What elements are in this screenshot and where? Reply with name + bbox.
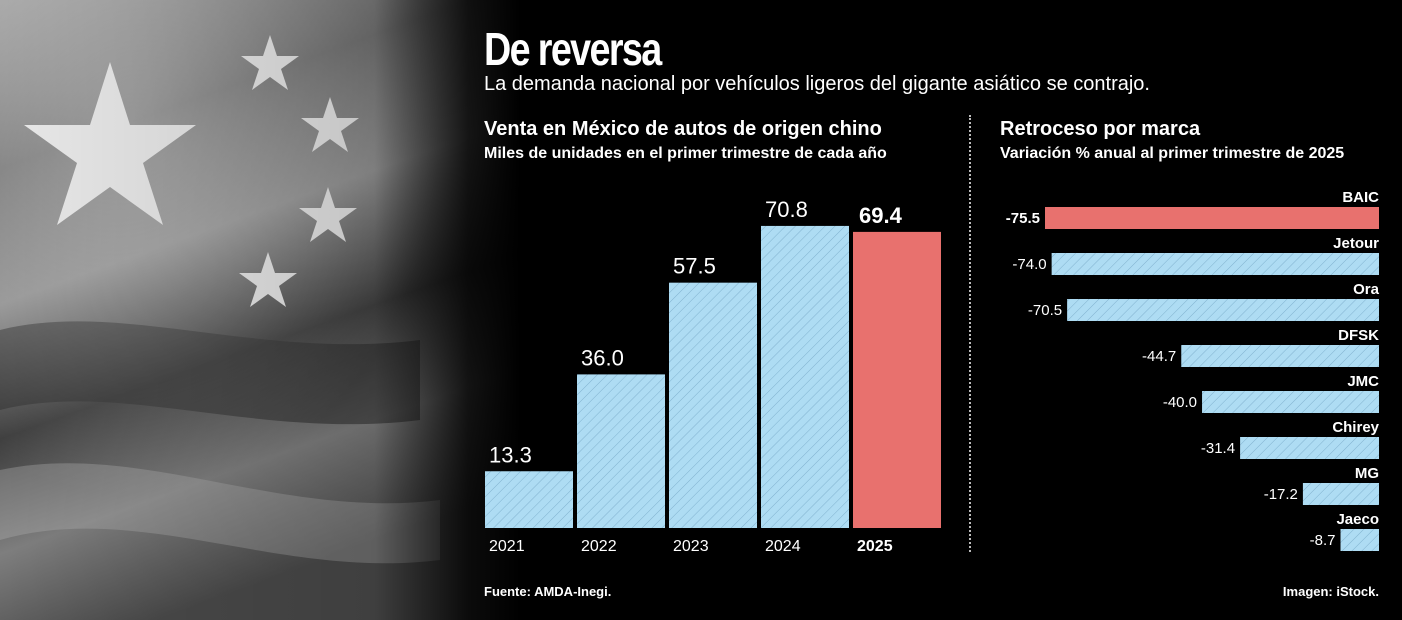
brand-label: Jaeco <box>1336 511 1379 528</box>
flag-background-image <box>0 0 520 620</box>
bar-value-label: 36.0 <box>581 345 624 370</box>
right-chart-title: Retroceso por marca <box>1000 118 1201 140</box>
bar-value-label: 70.8 <box>765 197 808 222</box>
brand-label: JMC <box>1347 373 1379 390</box>
bar-2025 <box>853 231 941 528</box>
bar-2024 <box>761 225 849 529</box>
x-tick-label: 2022 <box>581 538 617 555</box>
bar-Ora <box>1067 299 1379 321</box>
bar-value-label: -44.7 <box>1142 348 1176 365</box>
brand-decline-chart: BAIC -75.5 Jetour -74.0 Ora -70.5 DFSK -44.7 JMC… <box>1006 189 1380 551</box>
image-credit: Imagen: iStock. <box>1282 584 1379 599</box>
bar-BAIC <box>1045 207 1379 229</box>
right-chart-subtitle: Variación % anual al primer trimestre de… <box>1000 145 1345 162</box>
bar-2021 <box>485 471 573 528</box>
page-title: De reversa <box>484 23 662 75</box>
brand-label: BAIC <box>1342 189 1379 206</box>
brand-label: MG <box>1355 465 1379 482</box>
brand-label: Jetour <box>1333 235 1379 252</box>
bar-2023 <box>669 282 757 528</box>
x-tick-label: 2024 <box>765 538 801 555</box>
brand-label: DFSK <box>1338 327 1379 344</box>
bar-value-label: -31.4 <box>1201 440 1235 457</box>
bar-2022 <box>577 374 665 528</box>
bar-DFSK <box>1181 345 1379 367</box>
bar-Jetour <box>1051 253 1379 275</box>
panel-divider <box>969 115 971 552</box>
bar-value-label: 69.4 <box>859 203 903 228</box>
brand-label: Chirey <box>1332 419 1379 436</box>
x-tick-label: 2021 <box>489 538 525 555</box>
bar-JMC <box>1202 391 1379 413</box>
bar-value-label: -8.7 <box>1310 532 1336 549</box>
bar-value-label: -17.2 <box>1264 486 1298 503</box>
left-chart-title: Venta en México de autos de origen chino <box>484 118 882 140</box>
bar-MG <box>1302 483 1379 505</box>
bar-Chirey <box>1240 437 1379 459</box>
bar-value-label: 13.3 <box>489 442 532 467</box>
x-tick-label: 2025 <box>857 538 893 555</box>
bar-value-label: 57.5 <box>673 254 716 279</box>
bar-value-label: -74.0 <box>1012 256 1046 273</box>
sales-bar-chart: 13.3 2021 36.0 2022 57.5 2023 70.8 2024 69.4 2025 <box>485 197 941 555</box>
brand-label: Ora <box>1353 281 1380 298</box>
left-chart-subtitle: Miles de unidades en el primer trimestre… <box>484 145 887 162</box>
bar-value-label: -75.5 <box>1006 210 1040 227</box>
bar-value-label: -40.0 <box>1163 394 1197 411</box>
page-subtitle: La demanda nacional por vehículos ligero… <box>484 73 1150 95</box>
source-note: Fuente: AMDA-Inegi. <box>484 584 612 599</box>
bar-value-label: -70.5 <box>1028 302 1062 319</box>
x-tick-label: 2023 <box>673 538 709 555</box>
bar-Jaeco <box>1340 529 1379 551</box>
